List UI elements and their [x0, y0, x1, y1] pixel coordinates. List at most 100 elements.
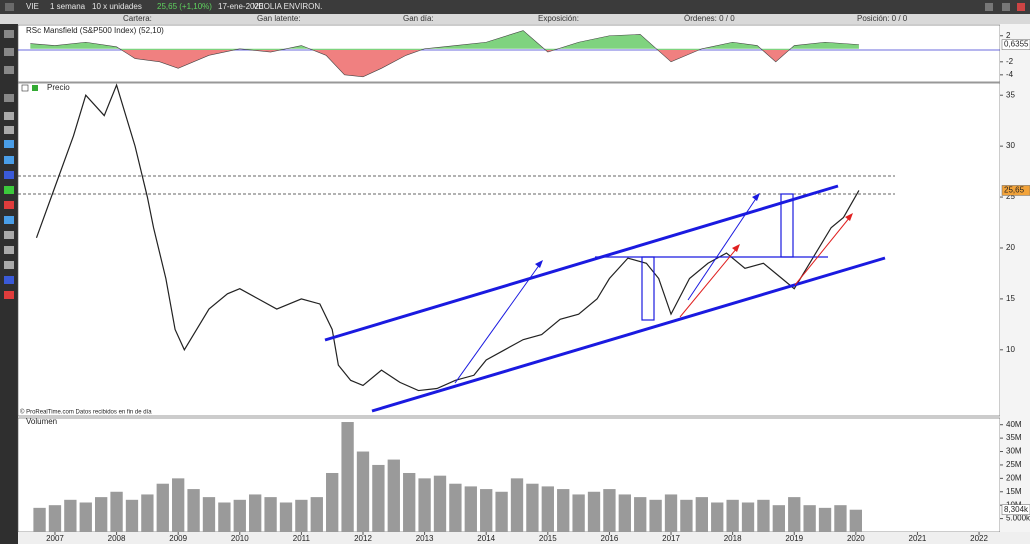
- y-tick-label: -2: [1006, 57, 1014, 66]
- tool[interactable]: [4, 30, 14, 38]
- panel-icon[interactable]: [21, 84, 29, 92]
- volume-bar: [433, 475, 447, 532]
- x-tick-label: 2016: [601, 534, 619, 543]
- channel-line[interactable]: [324, 184, 839, 342]
- y-tick-label: 10: [1006, 345, 1015, 354]
- tool[interactable]: [4, 48, 14, 56]
- units[interactable]: 10 x unidades: [92, 2, 142, 11]
- label[interactable]: Órdenes: 0 / 0: [684, 14, 735, 23]
- tool[interactable]: [4, 246, 14, 254]
- tool[interactable]: [4, 156, 14, 164]
- label: Exposición:: [538, 14, 579, 23]
- panel-title: Precio: [47, 83, 70, 92]
- label[interactable]: Posición: 0 / 0: [857, 14, 908, 23]
- rsc-area-negative: [121, 50, 790, 77]
- y-tick-label: 20M: [1006, 473, 1022, 482]
- volume-bar: [788, 497, 801, 532]
- plots: 2-2-40,635535302520151025,6540M35M30M25M…: [30, 30, 1030, 543]
- y-tick-label: 5.000k: [1006, 514, 1030, 523]
- volume-bar: [387, 459, 400, 532]
- y-tick-label: 35M: [1006, 433, 1022, 442]
- close-button[interactable]: [1017, 3, 1025, 11]
- tool[interactable]: [4, 140, 14, 148]
- volume-bar: [233, 499, 246, 532]
- volume-bar: [510, 478, 524, 532]
- portfolio-bar: Cartera: Gan latente: Gan día: Exposició…: [0, 14, 1030, 24]
- instrument-name: VEOLIA ENVIRON.: [253, 2, 322, 11]
- tool[interactable]: [4, 171, 14, 179]
- tool[interactable]: [4, 94, 14, 102]
- volume-bar: [110, 491, 123, 532]
- period[interactable]: 1 semana: [50, 2, 86, 11]
- tool[interactable]: [4, 201, 14, 209]
- volume-bar: [618, 494, 631, 532]
- tool[interactable]: [4, 126, 14, 134]
- panel-title: Volumen: [26, 417, 57, 426]
- window-button[interactable]: [985, 3, 993, 11]
- volume-bar: [33, 507, 46, 532]
- window-button[interactable]: [1002, 3, 1010, 11]
- arrow-head: [535, 260, 543, 268]
- tool[interactable]: [4, 216, 14, 224]
- x-tick-label: 2014: [477, 534, 495, 543]
- y-tick-label: -4: [1006, 70, 1014, 79]
- volume-bar: [557, 489, 570, 532]
- current-value-label: 8,304k: [1004, 505, 1029, 514]
- volume-bar: [64, 499, 77, 532]
- symbol[interactable]: VIE: [26, 2, 39, 11]
- arrow[interactable]: [679, 247, 738, 318]
- volume-bar: [295, 499, 308, 532]
- volume-bar: [48, 505, 62, 532]
- x-tick-label: 2010: [231, 534, 249, 543]
- label: Gan latente:: [257, 14, 301, 23]
- volume-bar: [634, 497, 647, 532]
- current-value-box: [1001, 185, 1030, 196]
- current-value-box: [1001, 504, 1030, 515]
- rsc-line: [30, 30, 859, 78]
- volume-bar: [695, 497, 708, 532]
- y-tick-label: 20: [1006, 243, 1015, 252]
- arrow[interactable]: [687, 196, 758, 301]
- volume-bar: [664, 494, 678, 532]
- volume-bar: [711, 502, 724, 532]
- volume-bar: [818, 507, 832, 532]
- tool[interactable]: [4, 261, 14, 269]
- x-tick-label: 2007: [46, 534, 64, 543]
- label: Cartera:: [123, 14, 152, 23]
- quote: 25,65 (+1,10%): [157, 2, 212, 11]
- x-tick-label: 2020: [847, 534, 865, 543]
- volume-bar: [218, 502, 231, 532]
- tool[interactable]: [4, 186, 14, 194]
- volume-bar: [680, 499, 693, 532]
- volume-bar: [187, 489, 200, 532]
- volume-bar: [649, 499, 662, 532]
- measure-box[interactable]: [641, 256, 655, 321]
- x-tick-label: 2009: [169, 534, 187, 543]
- volume-bar: [79, 502, 92, 532]
- x-tick-label: 2008: [108, 534, 126, 543]
- volume-bar: [495, 491, 508, 532]
- volume-bar: [541, 486, 554, 532]
- y-tick-label: 30M: [1006, 447, 1022, 456]
- current-value-box: [1001, 39, 1030, 50]
- volume-bar: [202, 497, 216, 532]
- tool[interactable]: [4, 66, 14, 74]
- channel-line[interactable]: [371, 256, 886, 413]
- price-line: [35, 83, 860, 392]
- measure-box[interactable]: [780, 193, 794, 258]
- volume-bar: [772, 505, 785, 532]
- volume-bar: [587, 491, 601, 532]
- arrow[interactable]: [454, 263, 541, 384]
- drawings: [324, 184, 886, 413]
- x-tick-label: 2012: [354, 534, 372, 543]
- y-tick-label: 15M: [1006, 487, 1022, 496]
- portfolio-bg: [0, 14, 1030, 24]
- tool[interactable]: [4, 231, 14, 239]
- tool[interactable]: [4, 112, 14, 120]
- tool[interactable]: [4, 291, 14, 299]
- y-tick-label: 35: [1006, 90, 1015, 99]
- icon[interactable]: [5, 3, 14, 11]
- tool[interactable]: [4, 276, 14, 284]
- arrow[interactable]: [794, 216, 851, 286]
- panel-icon[interactable]: [32, 85, 38, 91]
